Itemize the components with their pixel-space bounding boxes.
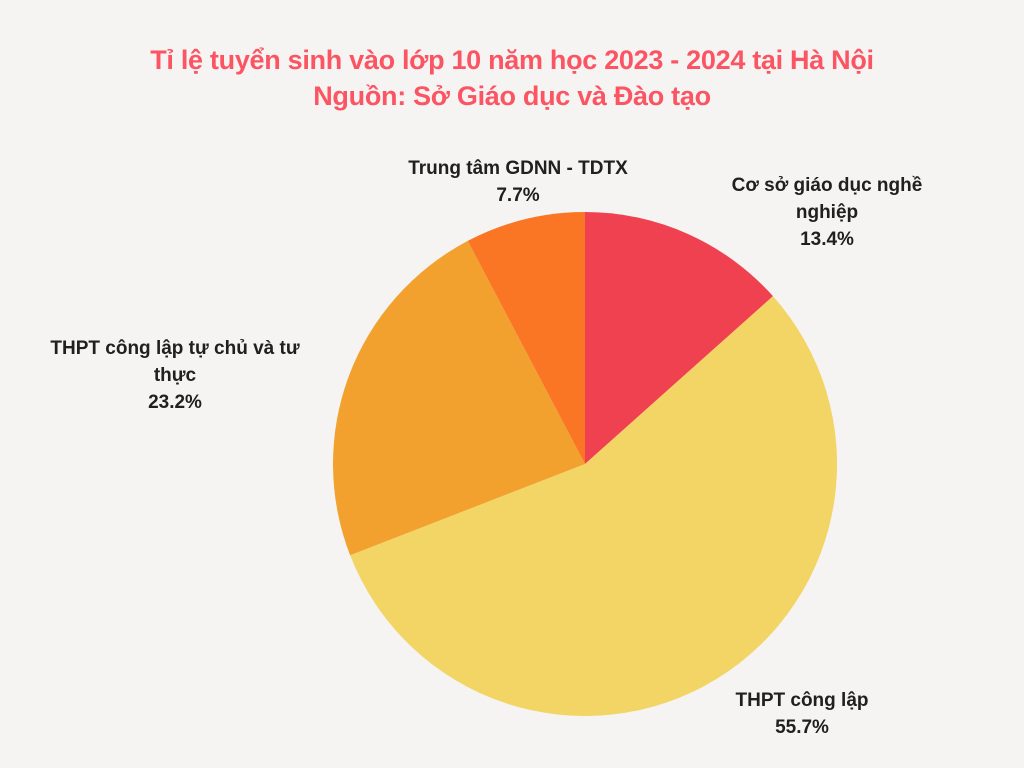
- pie-chart-svg: [333, 212, 837, 716]
- slice-label-text: Trung tâm GDNN - TDTX: [408, 158, 628, 179]
- pie-slice-3: [467, 212, 585, 464]
- slice-label-co-so-giao-duc-nghe-nghiep: Cơ sở giáo dục nghề nghiệp 13.4%: [719, 172, 935, 253]
- slice-percent: 55.7%: [775, 717, 829, 738]
- pie-slice-0: [585, 212, 773, 464]
- slice-label-text: Cơ sở giáo dục nghề nghiệp: [731, 175, 923, 223]
- slice-percent: 7.7%: [496, 185, 540, 206]
- slice-label-thpt-cong-lap: THPT công lập 55.7%: [692, 687, 912, 741]
- slice-percent: 23.2%: [148, 392, 202, 413]
- slice-label-text: THPT công lập: [735, 690, 869, 711]
- slice-label-thpt-cong-lap-tu-chu: THPT công lập tự chủ và tư thực 23.2%: [35, 335, 315, 416]
- pie-slice-2: [333, 240, 585, 556]
- slice-label-text: THPT công lập tự chủ và tư thực: [50, 338, 300, 386]
- pie-chart: [333, 212, 837, 716]
- chart-title: Tỉ lệ tuyển sinh vào lớp 10 năm học 2023…: [0, 42, 1024, 114]
- slice-percent: 13.4%: [800, 229, 854, 250]
- slice-label-trung-tam-gdnn-tdtx: Trung tâm GDNN - TDTX 7.7%: [378, 155, 658, 209]
- chart-title-line1: Tỉ lệ tuyển sinh vào lớp 10 năm học 2023…: [150, 45, 874, 75]
- pie-slice-1: [350, 296, 837, 716]
- chart-title-line2: Nguồn: Sở Giáo dục và Đào tạo: [313, 81, 711, 111]
